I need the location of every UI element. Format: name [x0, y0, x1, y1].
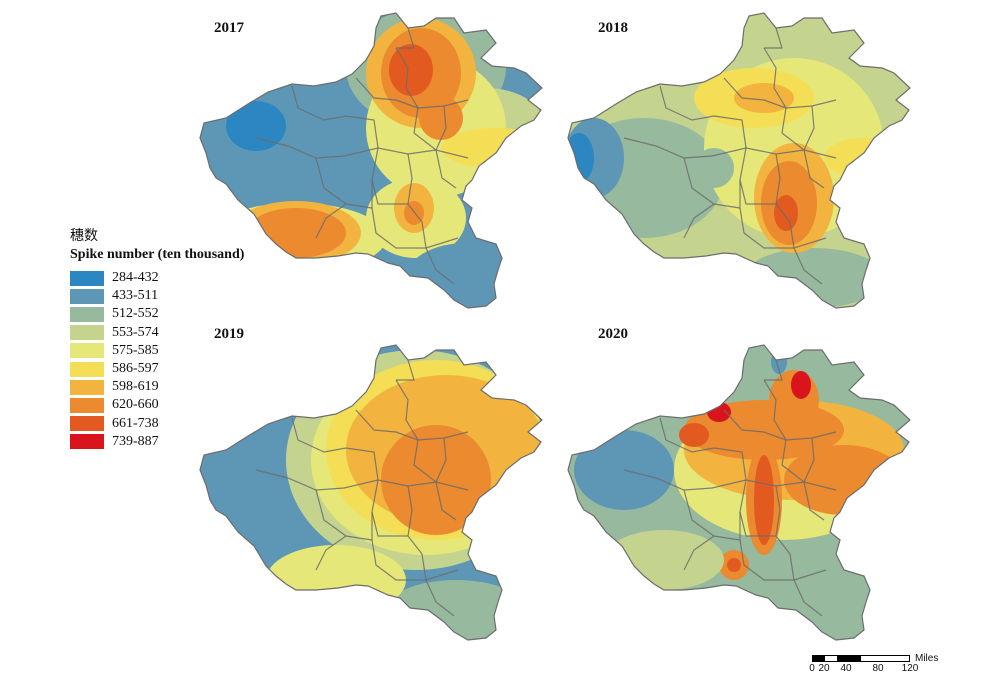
- year-label-2018: 2018: [598, 20, 628, 36]
- legend-label: 575-585: [112, 342, 159, 358]
- legend-item: 598-619: [70, 378, 244, 396]
- legend-label: 620-660: [112, 397, 159, 413]
- legend-label: 512-552: [112, 306, 159, 322]
- legend-swatch: [70, 288, 104, 304]
- legend-item: 512-552: [70, 305, 244, 323]
- legend-item: 739-887: [70, 433, 244, 451]
- legend-item: 575-585: [70, 342, 244, 360]
- legend: 穗数 Spike number (ten thousand) 284-432 43…: [70, 225, 244, 451]
- legend-title-cn: 穗数: [70, 228, 98, 244]
- legend-label: 586-597: [112, 361, 159, 377]
- legend-swatch: [70, 397, 104, 413]
- year-label-2019: 2019: [214, 326, 244, 342]
- legend-rows: 284-432 433-511 512-552 553-574 575-585 586-5…: [70, 269, 244, 451]
- legend-item: 620-660: [70, 396, 244, 414]
- spike-map-2020: [567, 344, 911, 641]
- spike-map-2017: [199, 12, 543, 309]
- spike-map-2019: [199, 344, 543, 641]
- legend-swatch: [70, 343, 104, 359]
- scale-tick: 40: [840, 663, 852, 674]
- legend-item: 553-574: [70, 324, 244, 342]
- legend-swatch: [70, 361, 104, 377]
- scale-segments: [812, 655, 910, 662]
- year-label-2017: 2017: [214, 20, 244, 36]
- legend-swatch: [70, 416, 104, 432]
- scale-tick: 120: [901, 663, 919, 674]
- legend-item: 661-738: [70, 415, 244, 433]
- legend-swatch: [70, 325, 104, 341]
- scale-tick: 0: [809, 663, 815, 674]
- legend-label: 661-738: [112, 415, 159, 431]
- legend-label: 598-619: [112, 379, 159, 395]
- legend-label: 553-574: [112, 324, 159, 340]
- legend-label: 739-887: [112, 433, 159, 449]
- year-label-2020: 2020: [598, 326, 628, 342]
- scale-bar: 0 20 40 80 120 Miles: [809, 653, 942, 677]
- legend-item: 433-511: [70, 287, 244, 305]
- legend-item: 586-597: [70, 360, 244, 378]
- legend-item: 284-432: [70, 269, 244, 287]
- scale-tick: 80: [872, 663, 884, 674]
- legend-label: 284-432: [112, 270, 159, 286]
- legend-swatch: [70, 379, 104, 395]
- spike-map-2018: [567, 12, 911, 309]
- scale-tick: 20: [818, 663, 830, 674]
- legend-title-en: Spike number (ten thousand): [70, 247, 245, 262]
- legend-swatch: [70, 434, 104, 450]
- legend-label: 433-511: [112, 288, 159, 304]
- scale-unit: Miles: [915, 653, 939, 664]
- legend-swatch: [70, 270, 104, 286]
- legend-swatch: [70, 306, 104, 322]
